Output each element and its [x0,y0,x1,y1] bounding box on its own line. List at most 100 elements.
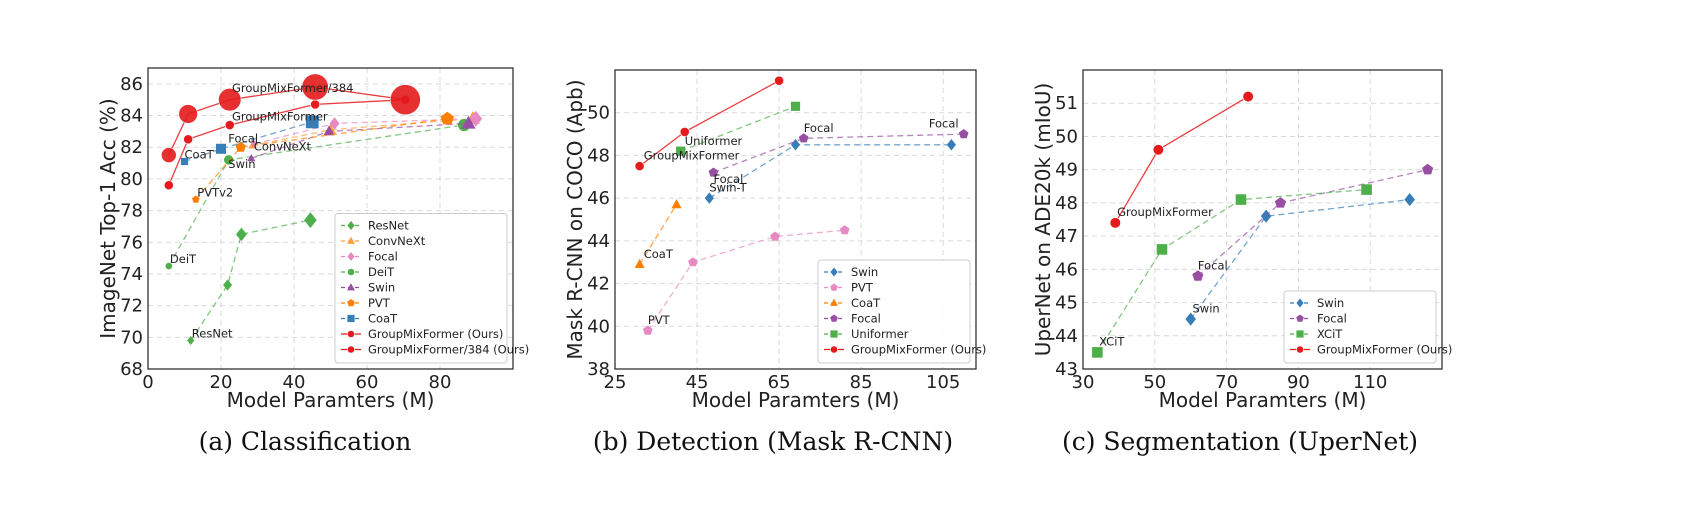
data-point-resnet [304,212,317,228]
data-point-groupmixformer-384-ours [178,104,198,124]
data-point-focal [469,110,483,127]
data-point-focal [1422,163,1434,175]
y-tick-label: 49 [1055,160,1078,181]
y-tick-label: 48 [587,145,610,166]
annotation: Uniformer [685,134,743,148]
data-point-groupmixformer-ours [183,134,194,145]
data-point-swin [704,192,714,204]
annotation: Focal [228,131,258,145]
data-point-xcit [1156,244,1168,255]
series-line-groupmixformer-ours [1114,96,1249,224]
annotation: PVTv2 [197,185,233,199]
data-point-coat [634,258,645,269]
chart-2: 25 45 65 85 105 38 40 42 44 46 48 50 Model Paramters… [563,69,986,456]
x-tick-label: 40 [283,372,306,393]
annotation: DeiT [170,252,197,266]
legend-marker-focal [1296,314,1304,322]
data-point-swin [1185,312,1196,326]
y-tick-label: 40 [587,316,610,337]
data-point-focal [250,139,258,149]
data-point-groupmixformer-ours [1242,90,1254,103]
data-point-groupmixformer-ours [679,127,690,137]
y-tick-label: 44 [587,231,610,252]
data-point-swin [946,139,956,151]
legend-label: Focal [368,250,398,264]
legend-box [1283,290,1437,364]
data-point-groupmixformer-ours [634,161,645,172]
data-point-pvt [440,111,454,125]
y-tick-label: 76 [120,232,143,253]
x-axis-label: Model Paramters (M) [1159,388,1367,412]
annotation: XCiT [1099,335,1125,349]
x-tick-label: 25 [604,372,627,393]
legend-label: PVT [851,281,874,295]
series-line-pvt [647,229,845,331]
data-point-focal [329,117,340,130]
data-point-coat [216,143,226,154]
series-line-coat [639,204,678,265]
data-point-coat [305,115,319,129]
data-point-groupmixformer-384-ours [301,73,329,101]
legend-label: Swin [851,265,878,279]
series-line-pvt [195,118,448,200]
y-tick-label: 80 [120,169,143,190]
x-tick-label: 70 [1215,372,1238,393]
legend-marker-groupmixformer-384-ours [347,345,355,354]
x-tick-label: 0 [142,372,153,393]
chart-1: 0 20 40 60 80 68 70 72 74 76 78 80 82 84 86 Model Param… [96,67,529,456]
y-tick-label: 46 [587,188,610,209]
data-point-pvt [235,141,246,152]
annotation: Swin [228,157,255,171]
data-point-coat [180,157,189,166]
legend-marker-pvt [830,283,838,291]
y-tick-label: 72 [120,296,143,317]
data-point-swin [323,125,335,136]
x-tick-label: 105 [926,372,960,393]
annotation: Focal [713,172,743,186]
data-point-groupmixformer-ours [1109,217,1121,229]
x-axis-label: Model Paramters (M) [227,388,435,412]
legend-marker-pvt [347,299,355,307]
data-point-focal [1274,197,1286,208]
legend-marker-resnet [347,221,355,230]
series-line-focal [713,133,964,174]
data-point-groupmixformer-384-ours [161,147,177,163]
chart-caption: (c) Segmentation (UperNet) [1062,427,1418,456]
y-tick-label: 51 [1055,93,1078,114]
data-point-groupmixformer-ours [310,99,321,110]
legend-marker-swin [1296,298,1304,308]
series-line-uniformer [680,105,796,152]
y-tick-label: 50 [1055,126,1078,147]
annotation: GroupMixFormer [1117,205,1213,219]
data-point-xcit [1235,194,1247,205]
legend-box [817,259,971,364]
data-point-groupmixformer-ours [163,180,174,191]
x-tick-label: 110 [1353,372,1387,393]
x-tick-label: 20 [210,372,233,393]
legend-label: Focal [851,312,881,326]
y-tick-label: 82 [120,137,143,158]
data-point-pvt [688,257,698,267]
plot-frame [147,67,514,370]
data-point-focal [798,133,809,143]
annotation: GroupMixFormer [232,109,328,123]
y-tick-label: 38 [587,359,610,380]
data-point-resnet [236,227,247,242]
data-point-focal [708,167,719,177]
data-point-xcit [1361,184,1372,195]
annotation: Swin-T [709,181,747,195]
y-tick-label: 48 [1055,193,1078,214]
data-point-swin [247,153,256,162]
legend-box [334,213,508,364]
data-point-pvt [839,225,850,235]
y-tick-label: 86 [120,74,143,95]
data-point-groupmixformer-ours [774,75,784,86]
annotation: GroupMixFormer/384 [232,81,354,95]
annotation: Swin [1192,302,1219,316]
chart-3: 30 50 70 90 110 43 44 45 46 47 48 49 50 51 Model Param… [1031,69,1452,456]
annotation: ConvNeXt [254,139,312,153]
data-point-groupmixformer-384-ours [218,88,242,112]
legend: ResNetConvNeXtFocalDeiTSwinPVTCoaTGroupM… [334,213,529,364]
legend-marker-convnext [347,236,355,244]
